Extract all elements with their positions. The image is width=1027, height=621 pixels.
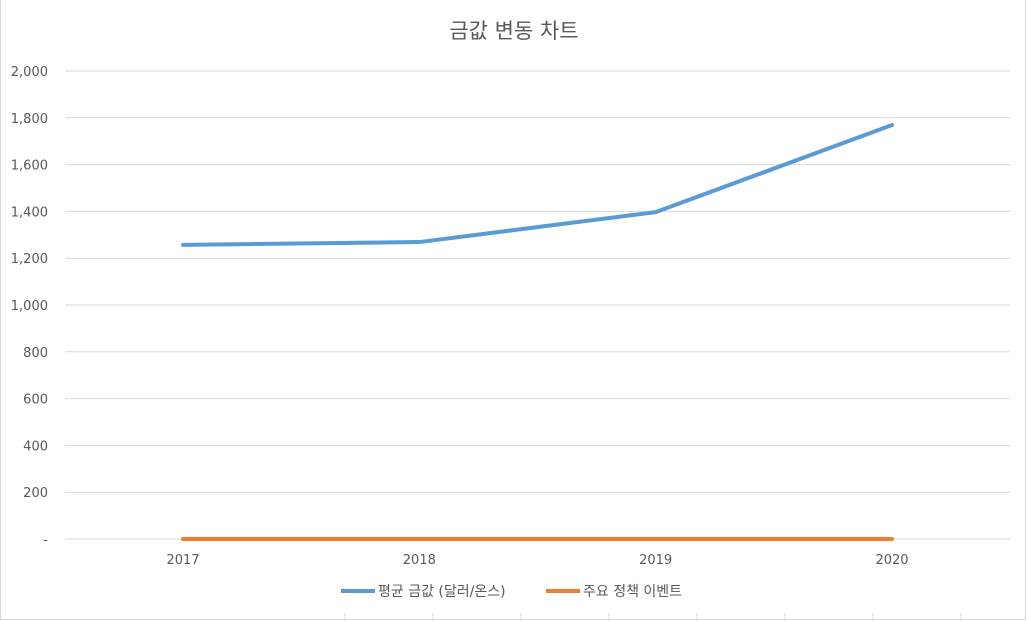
y-tick-label: 1,400: [11, 205, 48, 220]
x-axis-ticks: 2017 2018 2019 2020: [166, 553, 908, 568]
legend-label: 주요 정책 이벤트: [583, 584, 682, 600]
legend-label: 평균 금값 (달러/온스): [378, 584, 506, 600]
y-tick-label: 1,600: [11, 159, 48, 174]
x-tick-label: 2017: [166, 553, 199, 568]
y-tick-label: 2,000: [11, 65, 48, 80]
y-tick-label: -: [43, 533, 48, 548]
chart-title: 금값 변동 차트: [449, 19, 578, 43]
series-line-1: [181, 123, 894, 247]
legend: 평균 금값 (달러/온스) 주요 정책 이벤트: [341, 584, 682, 600]
x-tick-label: 2020: [875, 553, 908, 568]
y-tick-label: 1,000: [11, 299, 48, 314]
y-tick-label: 400: [23, 439, 48, 454]
y-tick-label: 800: [23, 346, 48, 361]
series-lines: [181, 123, 894, 541]
y-axis-ticks: - 200 400 600 800 1,000 1,200 1,400 1,600 1,800 2,…: [11, 65, 49, 548]
x-tick-label: 2019: [639, 553, 672, 568]
y-tick-label: 600: [23, 393, 48, 408]
y-tick-label: 1,800: [11, 112, 48, 127]
y-tick-label: 200: [23, 486, 48, 501]
x-tick-label: 2018: [403, 553, 436, 568]
y-tick-label: 1,200: [11, 252, 48, 267]
